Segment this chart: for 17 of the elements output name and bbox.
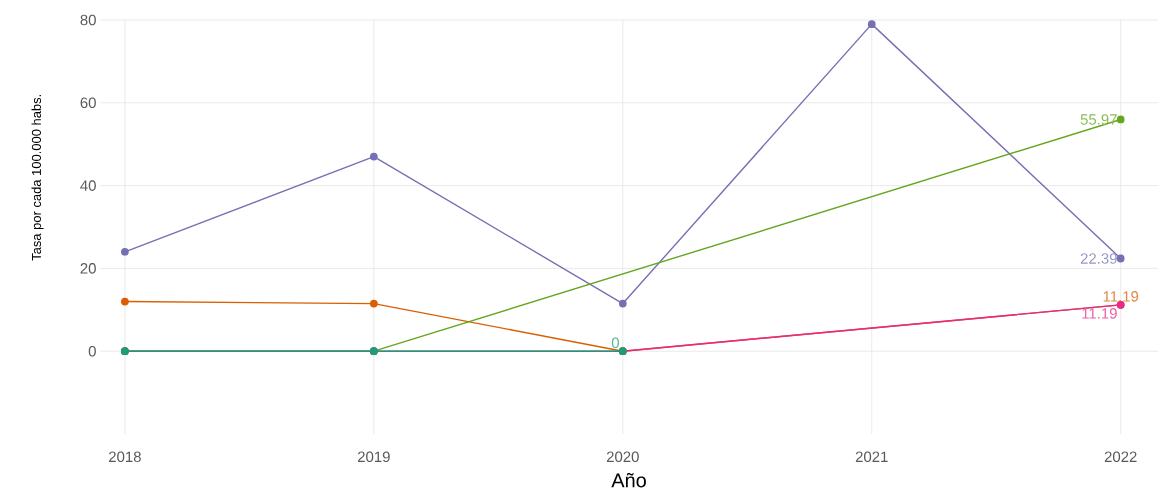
x-tick-label: 2018 <box>109 451 141 463</box>
x-tick-label: 2019 <box>357 451 390 463</box>
x-tick-label: 2021 <box>855 451 888 463</box>
x-tick-label: 2022 <box>1104 451 1137 463</box>
x-axis-title: Año <box>611 472 646 488</box>
data-label: 0 <box>611 337 619 348</box>
data-label: 11.19 <box>1082 308 1117 319</box>
x-tick-label: 2020 <box>606 451 639 463</box>
y-tick-label: 60 <box>80 97 96 109</box>
y-tick-label: 0 <box>88 345 96 357</box>
data-label: 22.39 <box>1080 253 1117 264</box>
data-label: 55.97 <box>1080 114 1117 125</box>
y-axis-title: Tasa por cada 100.000 habs. <box>31 95 44 261</box>
data-label: 11.19 <box>1103 291 1139 302</box>
y-tick-label: 40 <box>80 180 96 191</box>
y-tick-label: 80 <box>80 14 96 26</box>
y-tick-label: 20 <box>80 263 96 274</box>
